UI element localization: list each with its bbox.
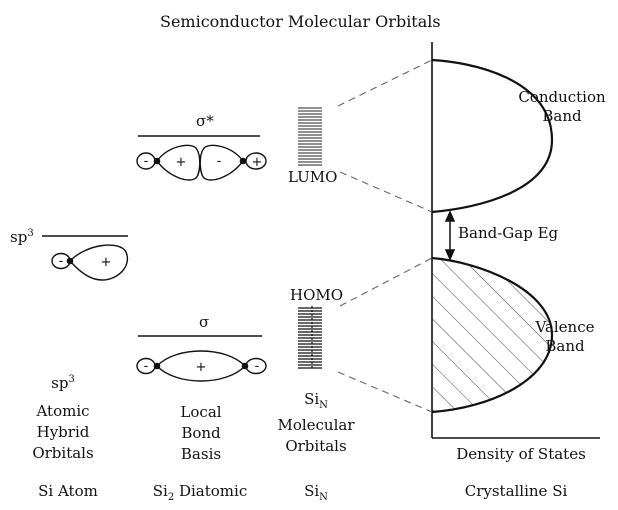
conduction-line1: Conduction <box>518 88 606 106</box>
band-gap-label: Band-Gap Eg <box>458 224 559 242</box>
lobe-signs: - + - + - + - + - <box>59 154 263 375</box>
homo-level-stack <box>298 306 322 370</box>
diagram-title: Semiconductor Molecular Orbitals <box>160 12 441 31</box>
sigma-star-orbital <box>136 144 267 181</box>
column-4-label: Density of States <box>456 445 586 463</box>
sp3-superscript: 3 <box>27 228 34 239</box>
col3-line2: Orbitals <box>285 437 347 455</box>
column-3-labels: SiN Molecular Orbitals <box>266 390 366 457</box>
col1-line1: Atomic <box>36 402 90 420</box>
col2-line1: Local <box>180 403 222 421</box>
sign-plus: + <box>196 360 207 375</box>
footer-col1: Si Atom <box>38 482 98 500</box>
valence-line2: Band <box>545 337 585 355</box>
sign-minus: - <box>59 254 64 269</box>
footer-col2: Si2 Diatomic <box>140 482 260 503</box>
footer-col3-sub: N <box>319 492 328 503</box>
col1-sym-sup: 3 <box>68 374 75 385</box>
col2-line3: Basis <box>180 445 222 463</box>
energy-levels <box>42 135 262 337</box>
lumo-label: LUMO <box>288 168 338 186</box>
band-gap-arrow <box>444 210 456 261</box>
conduction-band-curve <box>431 58 554 214</box>
footer-col3-base: Si <box>304 482 320 500</box>
footer-col2-base: Si <box>152 482 168 500</box>
col3-line1: Molecular <box>277 416 355 434</box>
col3-symbol: SiN <box>266 390 366 411</box>
col2-line2: Bond <box>181 424 221 442</box>
footer-col3: SiN <box>286 482 346 503</box>
lumo-level-stack <box>298 107 322 166</box>
sigma-label: σ <box>199 313 210 331</box>
footer-col4: Crystalline Si <box>464 482 568 500</box>
sp3-orbital <box>51 244 129 281</box>
sigma-star-label: σ* <box>196 112 214 130</box>
valence-band-label: Valence Band <box>522 318 608 356</box>
valence-line1: Valence <box>535 318 595 336</box>
sign-plus: + <box>252 155 263 170</box>
valence-band-curve <box>431 256 554 414</box>
col3-sym-sub: N <box>319 400 328 411</box>
footer-col2-rest: Diatomic <box>174 482 248 500</box>
col1-line2: Hybrid <box>36 423 90 441</box>
sign-minus: - <box>144 359 149 374</box>
conduction-line2: Band <box>542 107 582 125</box>
sign-minus: - <box>144 154 149 169</box>
col1-symbol: sp3 <box>20 374 106 393</box>
sigma-orbital <box>136 350 267 382</box>
valence-band-region <box>432 258 552 412</box>
sign-plus: + <box>176 155 187 170</box>
sign-minus: - <box>255 359 260 374</box>
homo-label: HOMO <box>290 286 344 304</box>
column-1-labels: sp3 Atomic Hybrid Orbitals <box>20 374 106 464</box>
column-2-labels: Local Bond Basis <box>156 402 246 465</box>
sp3-base: sp <box>10 228 28 246</box>
sp3-level-label: sp3 <box>10 228 34 247</box>
sign-plus: + <box>101 255 112 270</box>
conduction-band-label: Conduction Band <box>512 88 612 126</box>
col1-line3: Orbitals <box>32 444 94 462</box>
sign-minus: - <box>217 154 222 169</box>
col1-sym-base: sp <box>51 374 69 392</box>
col3-sym-base: Si <box>304 390 320 408</box>
dashed-projection-lines <box>337 59 433 413</box>
footer-col2-sub: 2 <box>167 492 175 503</box>
